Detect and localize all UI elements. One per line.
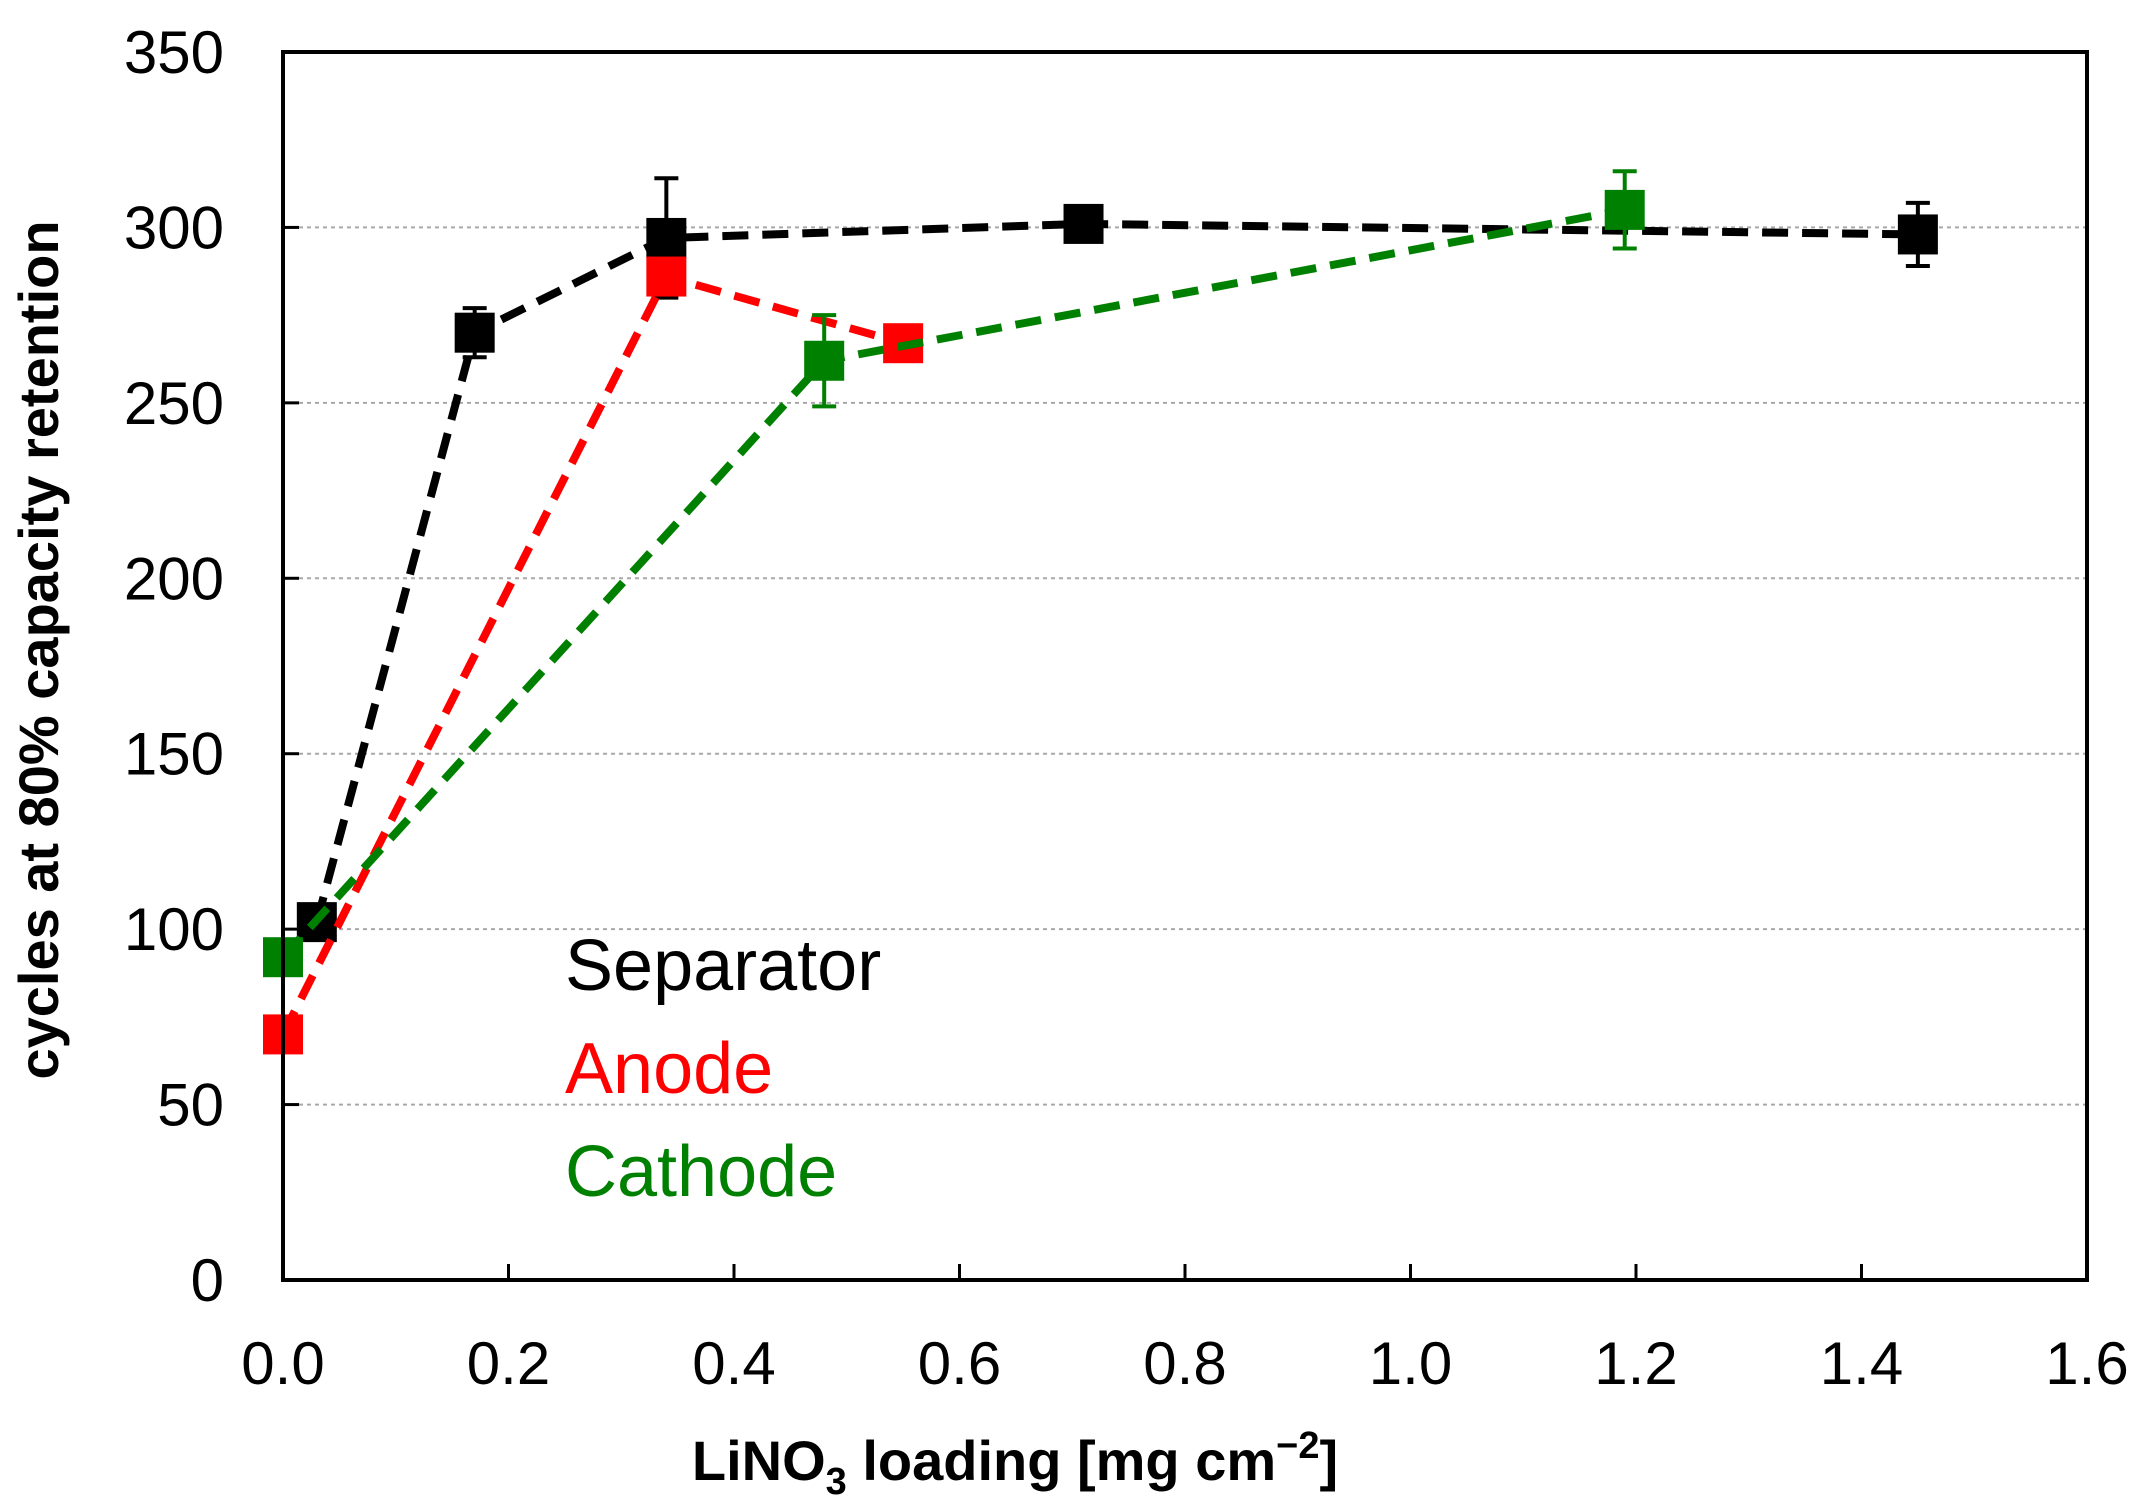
legend-separator: Separator — [565, 926, 881, 1006]
x-tick-label: 1.2 — [1594, 1330, 1677, 1397]
x-axis-title-middle: loading [mg cm — [847, 1429, 1276, 1492]
legend-anode: Anode — [565, 1029, 773, 1109]
x-tick-label: 0.0 — [241, 1330, 324, 1397]
series-layer — [263, 169, 1938, 1055]
y-tick-label: 250 — [124, 370, 224, 437]
anode-marker — [646, 256, 687, 297]
gridlines — [283, 226, 2087, 1106]
x-tick-labels: 0.0 0.2 0.4 0.6 0.8 1.0 1.2 1.4 1.6 — [241, 1330, 2128, 1397]
separator-marker — [1063, 203, 1104, 244]
series-cathode — [263, 169, 1645, 978]
y-tick-labels: 0 50 100 150 200 250 300 350 — [124, 19, 224, 1314]
cathode-marker — [1604, 189, 1645, 230]
x-axis-title-subscript: 3 — [826, 1461, 847, 1503]
separator-marker — [1897, 214, 1938, 255]
x-tick-label: 1.4 — [1820, 1330, 1903, 1397]
y-tick-label: 200 — [124, 545, 224, 612]
legend: Separator Anode Cathode — [565, 926, 881, 1212]
ticks — [281, 50, 2089, 1282]
legend-cathode: Cathode — [565, 1132, 837, 1212]
y-axis-title: cycles at 80% capacity retention — [7, 220, 70, 1079]
x-tick-label: 1.0 — [1369, 1330, 1452, 1397]
cathode-marker — [804, 340, 845, 381]
y-tick-label: 0 — [191, 1247, 224, 1314]
y-tick-label: 50 — [157, 1072, 224, 1139]
x-axis-title-suffix: ] — [1319, 1429, 1338, 1492]
anode-line — [279, 271, 905, 1037]
x-tick-label: 0.6 — [918, 1330, 1001, 1397]
separator-line — [312, 219, 1918, 924]
y-tick-label: 350 — [124, 19, 224, 86]
separator-marker — [646, 217, 687, 258]
series-separator — [296, 176, 1938, 943]
x-axis-title: LiNO3 loading [mg cm−2] — [692, 1425, 1338, 1503]
x-axis-title-prefix: LiNO — [692, 1429, 826, 1492]
x-axis-title-superscript: −2 — [1276, 1425, 1319, 1467]
x-tick-label: 1.6 — [2045, 1330, 2128, 1397]
x-tick-label: 0.8 — [1143, 1330, 1226, 1397]
x-tick-label: 0.2 — [467, 1330, 550, 1397]
y-tick-label: 150 — [124, 721, 224, 788]
y-tick-label: 300 — [124, 194, 224, 261]
y-tick-label: 100 — [124, 896, 224, 963]
separator-marker — [454, 312, 495, 353]
x-tick-label: 0.4 — [692, 1330, 775, 1397]
